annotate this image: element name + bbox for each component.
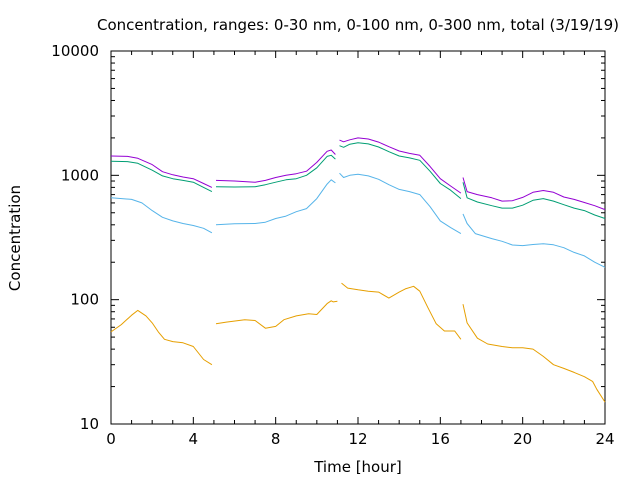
series-2-line-segment: [462, 213, 606, 268]
series-2-line-segment: [339, 172, 462, 235]
series-3-line-segment: [339, 142, 462, 199]
axis-ticks: 0 4 8 12 16 20 24 10 100 1000 10000: [51, 42, 614, 448]
x-tick-label: 4: [189, 430, 199, 448]
x-tick-label: 16: [431, 430, 450, 448]
series-2-line-segment: [215, 179, 336, 226]
y-tick-label: 10: [80, 415, 99, 433]
y-tick-label: 100: [70, 291, 99, 309]
series-4-line-segment: [110, 155, 213, 188]
series-3-line-segment: [462, 182, 606, 219]
series-group: [110, 137, 606, 403]
y-axis-label: Concentration: [6, 185, 24, 291]
x-tick-label: 8: [271, 430, 281, 448]
series-4-line-segment: [339, 137, 462, 194]
series-1-line-segment: [110, 309, 213, 366]
series-3-line-segment: [110, 160, 213, 193]
x-tick-label: 12: [348, 430, 367, 448]
series-1-line-segment: [215, 300, 338, 329]
y-tick-label: 10000: [51, 42, 99, 60]
series-4-line-segment: [215, 149, 336, 183]
series-2-line-segment: [110, 197, 213, 234]
x-tick-label: 20: [513, 430, 532, 448]
x-tick-label: 24: [595, 430, 614, 448]
series-1-line-segment: [462, 304, 606, 403]
series-3-line-segment: [215, 154, 336, 188]
series-4-line-segment: [462, 177, 606, 211]
chart-title: Concentration, ranges: 0-30 nm, 0-100 nm…: [97, 16, 619, 34]
x-tick-label: 0: [106, 430, 116, 448]
series-1-line-segment: [341, 282, 462, 340]
x-axis-label: Time [hour]: [313, 458, 402, 476]
y-tick-label: 1000: [61, 166, 99, 184]
plot-frame: [110, 50, 606, 425]
